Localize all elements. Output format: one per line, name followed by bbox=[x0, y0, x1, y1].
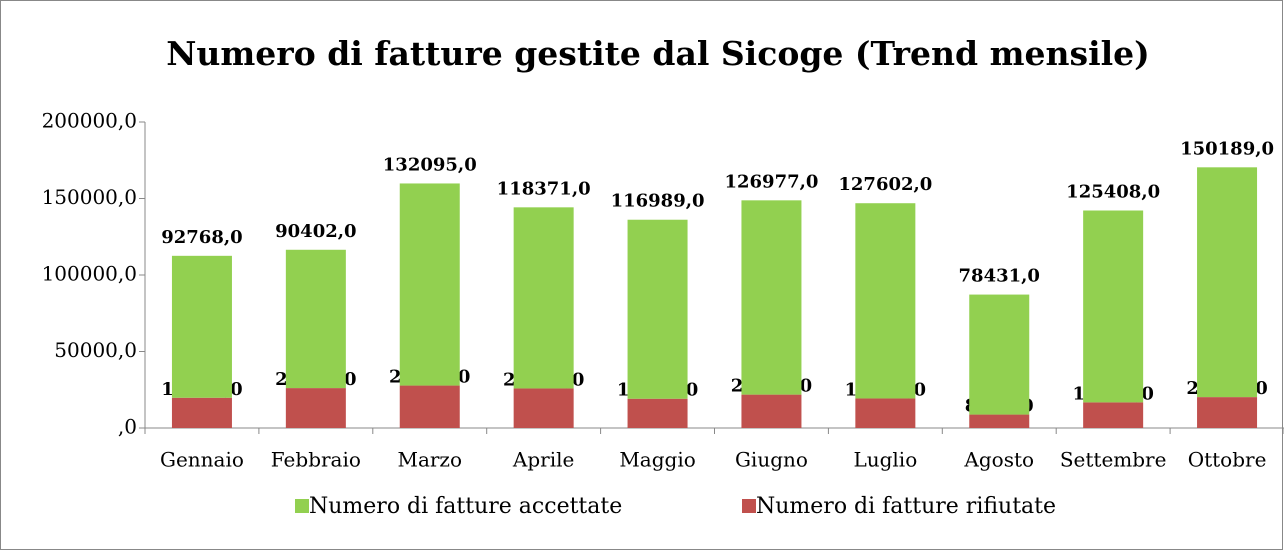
bar-segment bbox=[171, 255, 232, 398]
legend-label: Numero di fatture accettate bbox=[309, 494, 622, 519]
bar-segment bbox=[285, 388, 346, 428]
data-label: 132095,0 bbox=[383, 154, 477, 175]
bar-segment bbox=[969, 294, 1030, 415]
data-label: 150189,0 bbox=[1180, 138, 1274, 159]
x-tick-label: Ottobre bbox=[1188, 448, 1267, 472]
bar-segment bbox=[399, 385, 460, 428]
data-label: 78431,0 bbox=[959, 266, 1040, 287]
data-label: 116989,0 bbox=[611, 191, 705, 212]
legend-label: Numero di fatture rifiutate bbox=[756, 494, 1056, 519]
x-tick-label: Aprile bbox=[512, 448, 574, 472]
data-label: 125408,0 bbox=[1066, 182, 1160, 203]
y-tick-label: ,0 bbox=[118, 415, 137, 439]
bar-segment bbox=[285, 249, 346, 389]
x-tick-label: Settembre bbox=[1060, 448, 1167, 472]
bar-segment bbox=[969, 414, 1030, 428]
x-tick-label: Maggio bbox=[619, 448, 695, 472]
bar-segment bbox=[855, 398, 916, 428]
data-label: 118371,0 bbox=[497, 178, 591, 199]
legend-swatch bbox=[295, 499, 309, 513]
data-label: 90402,0 bbox=[275, 221, 356, 242]
bar-segment bbox=[171, 397, 232, 428]
x-tick-label: Luglio bbox=[853, 448, 917, 472]
bar-segment bbox=[627, 219, 688, 399]
y-tick-label: 100000,0 bbox=[42, 262, 137, 286]
bar-segment bbox=[855, 203, 916, 399]
data-label: 126977,0 bbox=[724, 171, 818, 192]
y-tick-label: 200000,0 bbox=[42, 109, 137, 133]
data-label: 92768,0 bbox=[161, 227, 242, 248]
x-tick-label: Agosto bbox=[963, 448, 1034, 472]
bar-segment bbox=[1083, 210, 1144, 403]
bar-segment bbox=[627, 398, 688, 428]
bar-segment bbox=[741, 394, 802, 428]
legend-swatch bbox=[742, 499, 756, 513]
bar-segment bbox=[399, 183, 460, 386]
y-tick-label: 150000,0 bbox=[42, 185, 137, 209]
data-label: 127602,0 bbox=[838, 174, 932, 195]
chart-title: Numero di fatture gestite dal Sicoge (Tr… bbox=[166, 34, 1150, 73]
bar-segment bbox=[741, 200, 802, 395]
bar-segment bbox=[513, 388, 574, 428]
x-tick-label: Gennaio bbox=[160, 448, 244, 472]
bar-segment bbox=[513, 207, 574, 389]
x-tick-label: Giugno bbox=[735, 448, 808, 472]
bar-segment bbox=[1083, 402, 1144, 428]
y-tick-label: 50000,0 bbox=[54, 338, 137, 362]
x-tick-label: Febbraio bbox=[271, 448, 361, 472]
bar-segment bbox=[1197, 397, 1258, 428]
bar-segment bbox=[1197, 167, 1258, 398]
x-tick-label: Marzo bbox=[397, 448, 462, 472]
